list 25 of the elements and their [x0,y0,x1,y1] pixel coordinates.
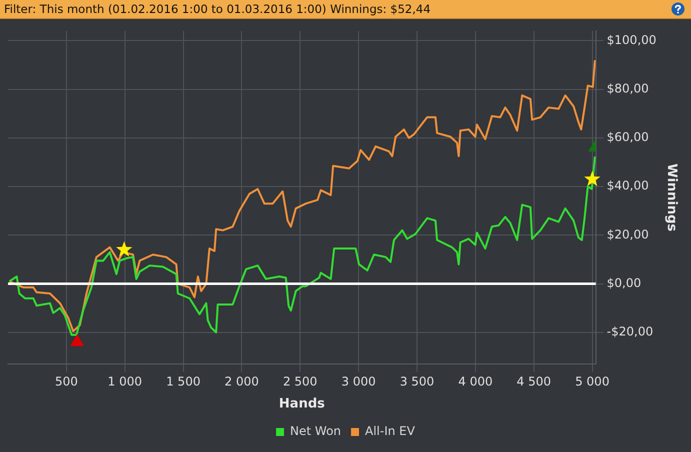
x-tick-label: 3 000 [341,374,376,388]
x-tick-label: 5 000 [575,374,610,388]
y-tick-label: $40,00 [606,178,649,193]
x-tick-label: 2 000 [224,374,259,388]
x-axis-title: Hands [278,396,326,412]
point [70,334,84,346]
x-tick-label: 3 500 [400,374,434,388]
y-tick-label: $60,00 [606,130,649,144]
y-tick-label: -$20,00 [606,324,654,339]
x-tick-label: 500 [54,374,78,388]
x-tick-label: 1 000 [108,374,142,388]
y-tick-label: $80,00 [606,81,649,96]
point [584,170,600,186]
y-tick-label: $100,00 [606,32,656,47]
y-tick-label: $0,00 [606,276,642,290]
legend-label: Net Won [290,424,342,438]
point [116,241,132,257]
y-axis-title: Winnings [664,163,679,232]
chart-title: Filter: This month (01.02.2016 1:00 to 01.03.2016 1:00) Winnings: $52,44 [4,2,431,16]
x-tick-label: 2 500 [282,374,318,388]
y-tick-label: $20,00 [606,227,649,242]
x-tick-label: 4 000 [458,374,493,388]
legend-label: All-In EV [365,424,416,438]
x-tick-label: 4 500 [516,374,552,388]
x-tick-label: 1 500 [166,374,200,388]
